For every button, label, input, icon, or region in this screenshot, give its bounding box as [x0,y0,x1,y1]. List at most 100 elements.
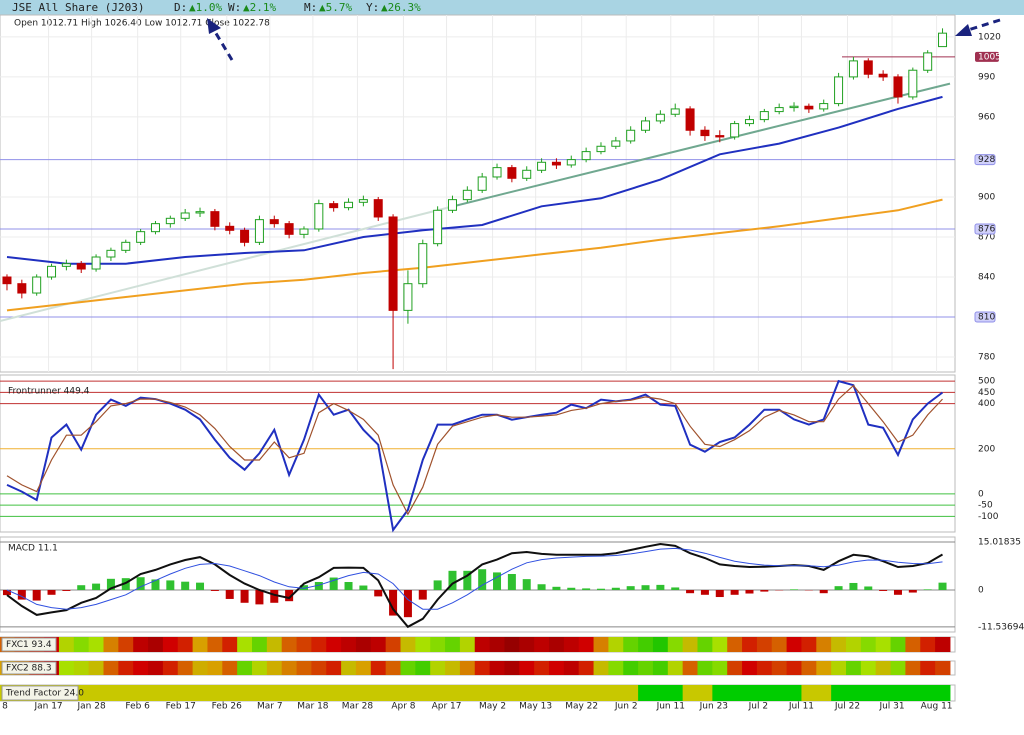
heat-cell [370,661,387,675]
heat-cell [801,661,817,675]
trend-cell [534,685,550,701]
histogram-bar [77,585,86,590]
change-value: ▲1.0% [189,1,222,14]
trend-cell [638,685,654,701]
trend-cell [445,685,461,701]
heat-cell [207,637,223,652]
y-tick-label: -11.53694 [978,622,1024,632]
histogram-bar [389,589,398,616]
heat-cell [118,637,134,652]
heat-cell [667,637,684,652]
panel-title: Frontrunner 449.4 [8,387,90,397]
trend-cell [697,685,713,701]
trend-cell [623,685,639,701]
histogram-bar [62,589,71,591]
trend-cell [667,685,684,701]
candle-body [329,203,339,209]
heat-cell [311,637,327,652]
y-tick-label: 1020 [978,32,1001,42]
panel-frame [0,14,956,373]
heat-cell [266,661,283,675]
heat-cell [831,637,847,652]
histogram-bar [849,582,858,590]
trend-cell [133,685,149,701]
heat-cell [385,637,402,652]
heat-cell [252,637,268,652]
heat-cell [727,637,743,652]
heat-cell [281,637,298,652]
y-tick-label: 780 [978,353,995,363]
histogram-bar [17,589,26,600]
trend-cell [103,685,119,701]
heat-cell [192,637,208,652]
heat-cell [860,661,877,675]
candle-body [314,203,324,230]
trend-cell [920,685,936,701]
trend-cell [860,685,877,701]
heat-cell [118,661,134,675]
heat-cell [905,637,921,652]
histogram-bar [240,589,249,603]
candle-body [848,60,858,78]
heat-cell [920,661,936,675]
trend-cell [177,685,194,701]
heat-cell [652,637,669,652]
histogram-bar [567,587,576,590]
candle-body [106,249,116,258]
x-tick-label: Feb 17 [166,702,196,712]
candle-body [641,120,651,131]
candle-body [269,219,279,225]
heat-cell [73,637,90,652]
arrow-head [207,18,221,34]
heat-cell [623,661,639,675]
panel-frame [0,536,956,633]
candle-body [551,161,561,166]
x-tick-label: Mar 7 [257,702,283,712]
candle-body [76,263,86,270]
candle-body [47,265,57,278]
y-tick-label: 450 [978,388,995,398]
histogram-bar [938,582,947,590]
heat-cell [415,637,431,652]
heat-cell [742,661,758,675]
heat-cell [727,661,743,675]
histogram-bar [730,589,739,595]
trend-cell [801,685,817,701]
panel-title: Trend Factor 24.0 [5,689,84,699]
x-tick-label: Mar 18 [297,702,329,712]
histogram-bar [314,582,323,590]
trend-cell [935,685,951,701]
trend-cell [296,685,312,701]
trend-cell [266,685,283,701]
histogram-bar [537,584,546,590]
heat-cell [712,661,728,675]
histogram-bar [893,589,902,595]
heat-cell [712,637,728,652]
candle-body [240,229,250,243]
trend-cell [148,685,164,701]
heat-cell [341,661,357,675]
histogram-bar [329,577,338,590]
heat-cell [890,661,906,675]
histogram-bar [760,589,769,592]
candle-body [878,73,888,78]
candle-body [581,151,591,161]
trend-cell [742,685,758,701]
heat-cell [846,661,862,675]
histogram-bar [344,582,353,590]
trend-cell [756,685,773,701]
heat-cell [58,661,75,675]
arrow [967,18,1001,32]
heat-cell [222,637,238,652]
heat-cell [192,661,208,675]
candle-body [566,159,576,166]
heat-cell [237,661,253,675]
trend-cell [430,685,446,701]
candle-body [462,189,472,201]
change-label: Y: [366,1,379,14]
trend-cell [652,685,669,701]
series-line [6,542,944,629]
panel-title: FXC2 88.3 [6,664,52,674]
heat-cell [593,637,609,652]
